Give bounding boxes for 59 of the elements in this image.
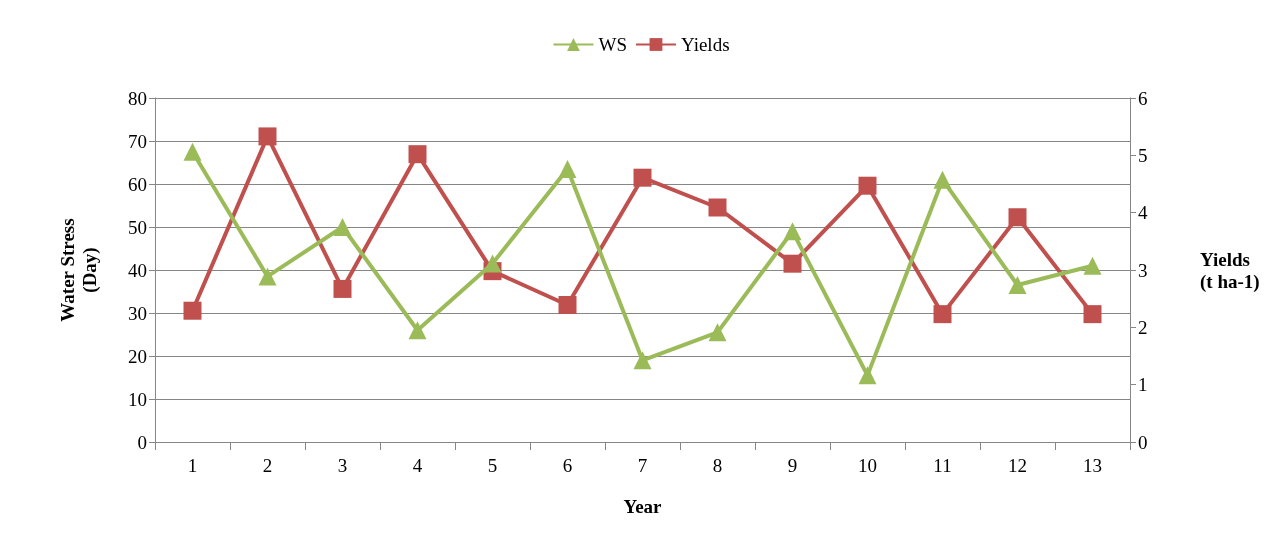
x-tick-label: 7	[637, 455, 648, 476]
point	[183, 142, 202, 161]
x-tick-label: 11	[933, 455, 952, 476]
point	[1083, 305, 1102, 324]
point	[558, 295, 577, 314]
point	[1083, 256, 1102, 275]
point	[333, 279, 352, 298]
y-axis-title: Water Stress (Day)	[56, 218, 101, 322]
x-tick-label: 13	[1083, 455, 1102, 476]
point	[783, 222, 802, 241]
y2-tick-label: 6	[1138, 87, 1148, 109]
y2-axis-title: Yields (t ha-1)	[1200, 248, 1260, 293]
y-tick-label: 80	[128, 87, 147, 109]
point	[408, 321, 427, 340]
point	[708, 323, 727, 342]
x-tick-label: 1	[187, 455, 198, 476]
point	[1008, 208, 1027, 227]
x-tick-label: 8	[712, 455, 723, 476]
x-tick-label: 4	[412, 455, 423, 476]
y2-tick-label: 2	[1138, 316, 1148, 338]
point	[333, 218, 352, 236]
y-tick-label: 10	[128, 388, 147, 410]
point	[408, 145, 427, 164]
y-tick-label: 0	[137, 431, 147, 453]
point	[258, 267, 277, 286]
y2-tick-label: 3	[1138, 259, 1148, 281]
y-tick-label: 40	[128, 259, 147, 281]
point	[183, 301, 202, 320]
point	[933, 305, 952, 324]
y2-tick-label: 5	[1138, 144, 1148, 166]
point	[483, 254, 502, 273]
point	[633, 351, 652, 370]
point	[633, 168, 652, 187]
legend-label: WS	[598, 34, 627, 55]
point	[258, 127, 277, 146]
point	[933, 170, 952, 189]
point	[708, 198, 727, 217]
y2-tick-label: 0	[1138, 431, 1148, 453]
x-tick-label: 3	[337, 455, 348, 476]
legend-label: Yields	[680, 34, 730, 55]
y-tick-label: 50	[128, 216, 147, 238]
point	[558, 159, 577, 178]
x-tick-label: 10	[858, 455, 877, 476]
point	[1008, 276, 1027, 295]
x-tick-label: 9	[787, 455, 798, 476]
x-axis-title: Year	[623, 496, 663, 517]
point	[783, 254, 802, 273]
x-tick-label: 2	[262, 455, 273, 476]
y-tick-label: 30	[128, 302, 147, 324]
point	[858, 176, 877, 195]
y2-tick-label: 4	[1138, 202, 1148, 224]
x-tick-label: 5	[487, 455, 498, 476]
x-tick-label: 12	[1008, 455, 1027, 476]
y-tick-label: 70	[128, 130, 147, 152]
x-tick-label: 6	[562, 455, 573, 476]
y-tick-label: 60	[128, 173, 147, 195]
y-tick-label: 20	[128, 345, 147, 367]
y2-tick-label: 1	[1138, 374, 1148, 396]
point	[858, 366, 877, 385]
